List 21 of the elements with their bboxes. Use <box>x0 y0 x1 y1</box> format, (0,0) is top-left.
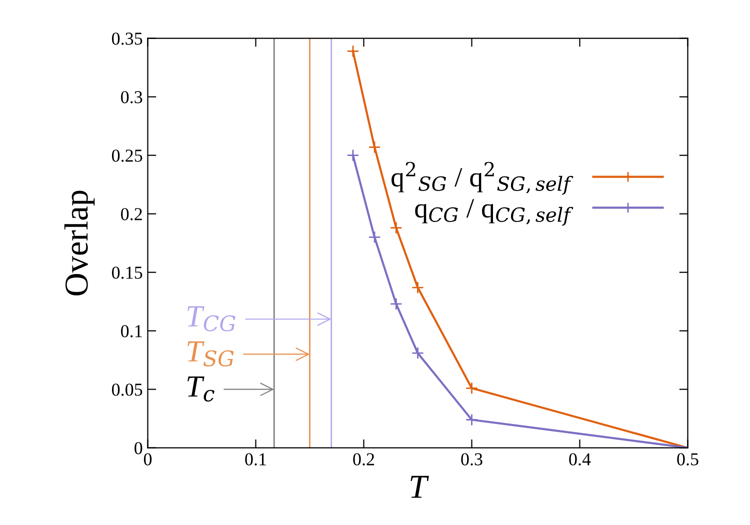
y-tick-label: 0.3 <box>121 91 142 104</box>
y-tick-label: 0.2 <box>121 208 142 220</box>
y-tick-label: 0.15 <box>112 266 142 279</box>
x-tick-label: 0.5 <box>677 453 698 466</box>
y-axis-title: Overlap <box>64 190 95 296</box>
legend-label: q$_{CG}$ / q$_{CG,self}$ <box>415 199 574 226</box>
legend-label: q$^{2}$$_{SG}$ / q$^{2}$$_{SG,self}$ <box>392 162 574 195</box>
y-tick-label: 0 <box>134 442 142 454</box>
x-axis-title: T <box>410 476 429 498</box>
y-tick-label: 0.25 <box>112 150 142 162</box>
annotation: T$_{c}$ <box>188 376 214 402</box>
y-tick-label: 0.1 <box>121 325 142 338</box>
x-tick-label: 0.2 <box>353 453 374 466</box>
y-tick-label: 0.35 <box>112 32 142 45</box>
x-tick-label: 0.3 <box>461 453 482 466</box>
annotation: T$_{CG}$ <box>188 306 236 332</box>
annotation: T$_{SG}$ <box>188 341 234 366</box>
x-tick-label: 0.4 <box>569 453 591 466</box>
x-tick-label: 0 <box>144 453 152 466</box>
x-tick-label: 0.1 <box>245 453 266 466</box>
y-tick-label: 0.05 <box>112 384 142 396</box>
